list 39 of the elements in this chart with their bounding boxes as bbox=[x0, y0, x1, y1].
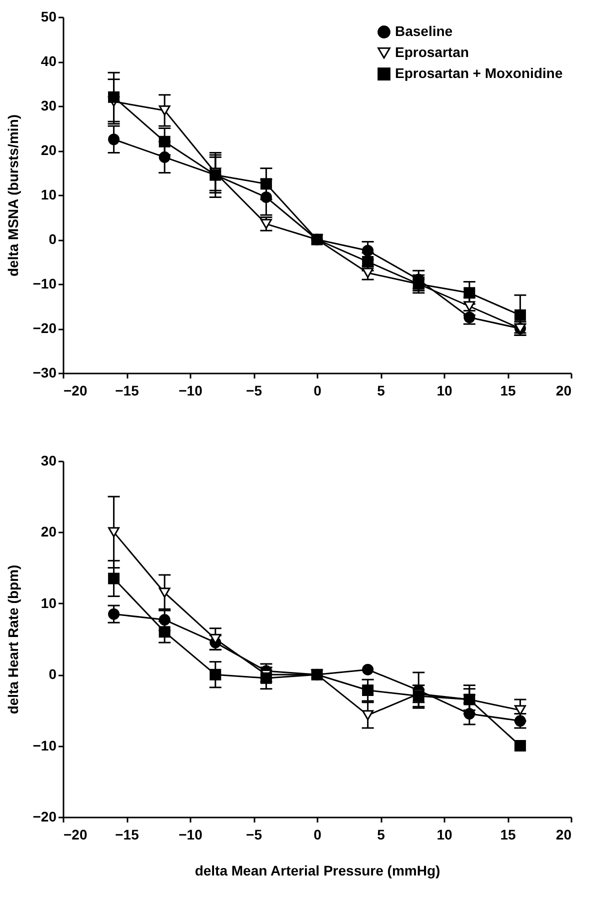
y-tick-label: 20 bbox=[40, 142, 57, 158]
y-tick-label: −10 bbox=[32, 276, 57, 292]
x-tick-label: 15 bbox=[500, 826, 516, 842]
y-tick-label: 0 bbox=[48, 666, 57, 682]
x-tick-label: 10 bbox=[436, 382, 452, 398]
x-tick-label: −10 bbox=[178, 382, 203, 398]
x-tick-label: −20 bbox=[64, 826, 88, 842]
y-tick-label: 30 bbox=[40, 98, 57, 114]
x-tick-label: 20 bbox=[556, 826, 572, 842]
legend-label: Eprosartan bbox=[395, 44, 469, 60]
x-tick-label: 10 bbox=[436, 826, 452, 842]
y-axis-title: delta Heart Rate (bpm) bbox=[4, 564, 21, 714]
y-tick-label: 40 bbox=[40, 53, 57, 69]
y-tick-label: −10 bbox=[32, 737, 57, 754]
y-tick-label: 50 bbox=[40, 8, 57, 24]
x-tick-label: −15 bbox=[115, 826, 140, 842]
x-tick-label: −20 bbox=[64, 382, 88, 398]
y-tick-label: 30 bbox=[40, 452, 57, 468]
x-tick-label: −5 bbox=[246, 826, 262, 842]
y-tick-label: −20 bbox=[32, 320, 57, 336]
x-tick-label: −15 bbox=[115, 382, 140, 398]
x-tick-label: −5 bbox=[246, 382, 262, 398]
y-tick-label: −30 bbox=[32, 364, 57, 380]
x-tick-label: 15 bbox=[500, 382, 516, 398]
x-tick-label: −10 bbox=[178, 826, 203, 842]
y-tick-label: 10 bbox=[40, 594, 57, 611]
y-tick-label: 10 bbox=[40, 186, 57, 202]
x-tick-label: 0 bbox=[314, 826, 322, 842]
y-tick-label: −20 bbox=[32, 808, 57, 824]
x-tick-label: 20 bbox=[556, 382, 572, 398]
y-tick-label: 0 bbox=[48, 231, 57, 247]
x-tick-label: 5 bbox=[377, 826, 386, 842]
legend-label: Baseline bbox=[395, 23, 453, 39]
x-tick-label: 0 bbox=[314, 382, 322, 398]
legend-label: Eprosartan + Moxonidine bbox=[395, 65, 563, 81]
x-tick-label: 5 bbox=[377, 382, 386, 398]
x-axis-title: delta Mean Arterial Pressure (mmHg) bbox=[194, 862, 440, 878]
y-axis-title: delta MSNA (bursts/min) bbox=[4, 114, 21, 277]
y-tick-label: 20 bbox=[40, 524, 57, 540]
